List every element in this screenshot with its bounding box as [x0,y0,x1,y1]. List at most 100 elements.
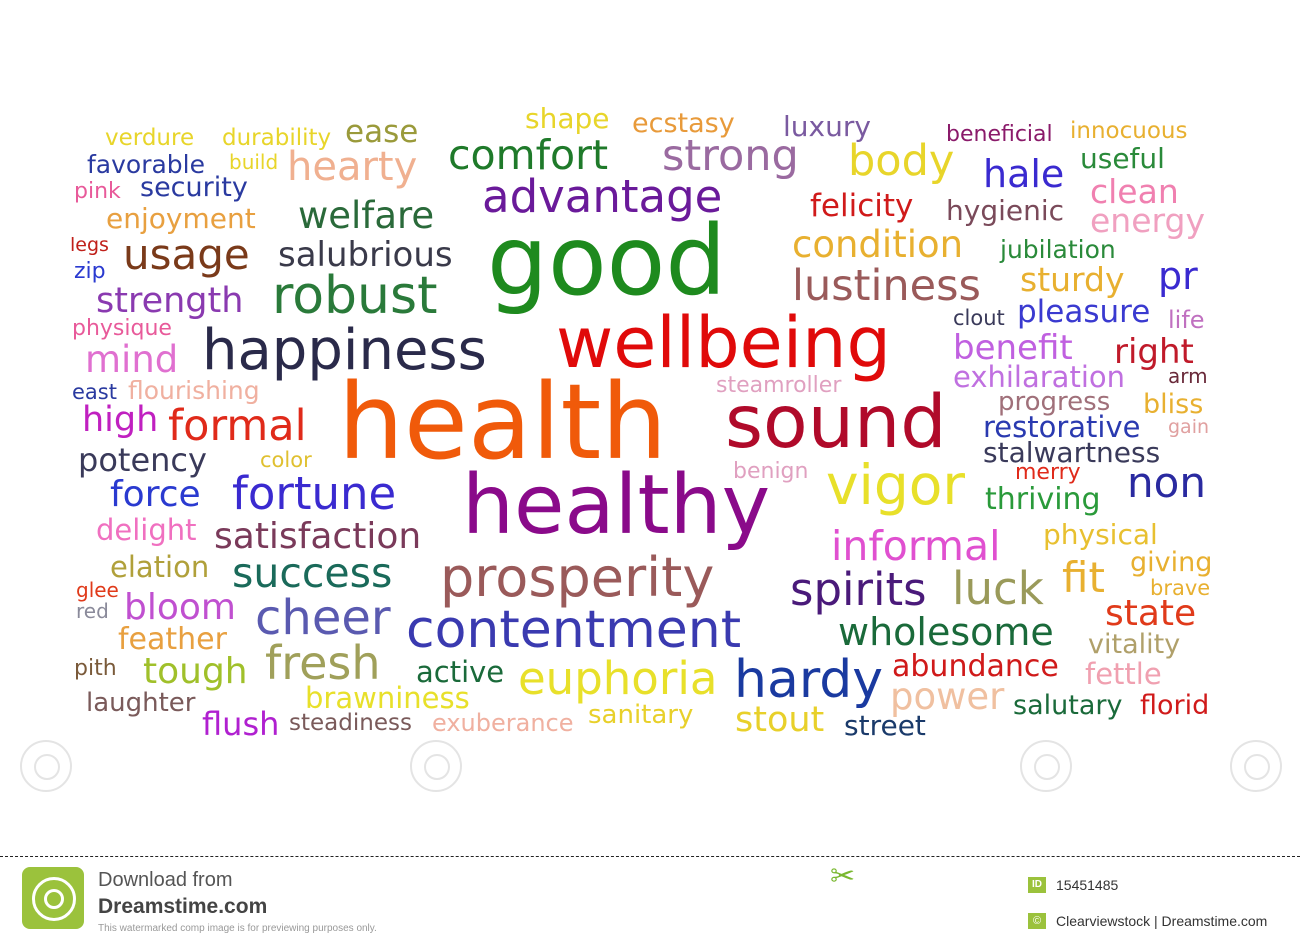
word-healthy: healthy [462,458,771,553]
watermark-spiral-icon [1020,740,1072,792]
word-robust: robust [272,266,438,326]
word-welfare: welfare [298,194,435,237]
word-pith: pith [74,656,117,681]
word-sanitary: sanitary [588,700,694,730]
word-favorable: favorable [87,150,206,179]
word-giving: giving [1130,547,1213,578]
word-steadiness: steadiness [289,710,412,736]
word-enjoyment: enjoyment [106,202,256,235]
word-formal: formal [168,401,307,451]
word-vitality: vitality [1088,629,1181,660]
word-florid: florid [1140,690,1210,721]
word-mind: mind [85,338,179,381]
word-sturdy: sturdy [1020,260,1125,299]
word-durability: durability [222,125,332,151]
word-innocuous: innocuous [1070,118,1188,144]
word-high: high [82,400,159,440]
word-east: east [72,380,117,404]
word-hardy: hardy [734,650,884,710]
word-pink: pink [74,179,121,204]
watermark-spiral-icon [20,740,72,792]
word-pleasure: pleasure [1017,294,1151,330]
word-arm: arm [1168,364,1208,388]
site-name[interactable]: Dreamstime.com [98,895,268,918]
copyright-badge: © [1028,913,1046,929]
word-flourishing: flourishing [128,376,260,405]
word-ecstasy: ecstasy [632,108,735,139]
word-feather: feather [118,622,227,657]
word-stout: stout [735,700,825,740]
word-vigor: vigor [826,453,966,517]
word-street: street [844,709,926,742]
word-fortune: fortune [232,467,397,520]
word-red: red [76,599,109,623]
word-potency: potency [78,441,207,479]
word-power: power [890,675,1005,718]
word-legs: legs [70,234,109,256]
word-luck: luck [952,562,1044,615]
word-health: health [338,361,668,483]
word-fettle: fettle [1085,657,1162,691]
watermark-spiral-icon [410,740,462,792]
word-energy: energy [1090,201,1205,240]
word-active: active [416,655,505,689]
word-comfort: comfort [448,131,609,179]
word-fit: fit [1062,553,1105,602]
word-merry: merry [1015,460,1081,485]
word-physique: physique [72,316,172,341]
word-pr: pr [1158,254,1198,298]
word-benign: benign [733,459,809,484]
watermark-notice: This watermarked comp image is for previ… [98,923,377,934]
word-force: force [110,474,201,515]
word-beneficial: beneficial [946,122,1053,147]
word-benefit: benefit [953,328,1073,368]
word-brawniness: brawniness [305,681,470,715]
word-build: build [229,150,279,174]
word-right: right [1114,332,1194,372]
word-euphoria: euphoria [518,652,718,705]
word-advantage: advantage [482,170,723,223]
word-steamroller: steamroller [716,373,842,398]
word-shape: shape [525,102,610,135]
word-strength: strength [96,281,244,321]
word-condition: condition [792,223,964,266]
word-satisfaction: satisfaction [214,516,422,557]
word-brave: brave [1150,576,1211,600]
word-delight: delight [96,513,197,547]
word-tough: tough [143,651,248,692]
word-clean: clean [1090,172,1179,211]
word-state: state [1105,593,1197,634]
word-spirits: spirits [790,563,927,616]
word-bliss: bliss [1143,389,1204,420]
word-strong: strong [662,131,799,181]
word-body: body [848,136,955,186]
id-badge: ID [1028,877,1046,893]
word-glee: glee [76,578,119,602]
word-clout: clout [953,306,1005,330]
word-non: non [1127,458,1206,507]
word-life: life [1168,306,1205,334]
word-progress: progress [998,387,1111,417]
word-restorative: restorative [983,410,1141,444]
dreamstime-spiral-logo-icon [22,867,84,929]
word-abundance: abundance [892,649,1059,684]
word-contentment: contentment [406,600,742,660]
image-id: 15451485 [1056,877,1119,893]
word-laughter: laughter [86,688,196,718]
word-luxury: luxury [783,110,871,143]
word-wellbeing: wellbeing [556,302,891,384]
word-security: security [140,172,248,203]
credit-text: Clearviewstock | Dreamstime.com [1056,913,1268,929]
word-cheer: cheer [255,590,391,646]
word-cloud: verdure durability ease shape ecstasy lu… [20,102,1282,792]
word-happiness: happiness [202,318,487,383]
word-success: success [232,549,393,597]
watermark-spiral-icon [1230,740,1282,792]
word-good: good [487,205,727,317]
word-hygienic: hygienic [946,194,1065,227]
word-hearty: hearty [287,144,418,190]
word-lustiness: lustiness [792,261,981,311]
word-usage: usage [123,230,250,279]
word-wholesome: wholesome [838,610,1054,654]
word-verdure: verdure [105,125,195,151]
